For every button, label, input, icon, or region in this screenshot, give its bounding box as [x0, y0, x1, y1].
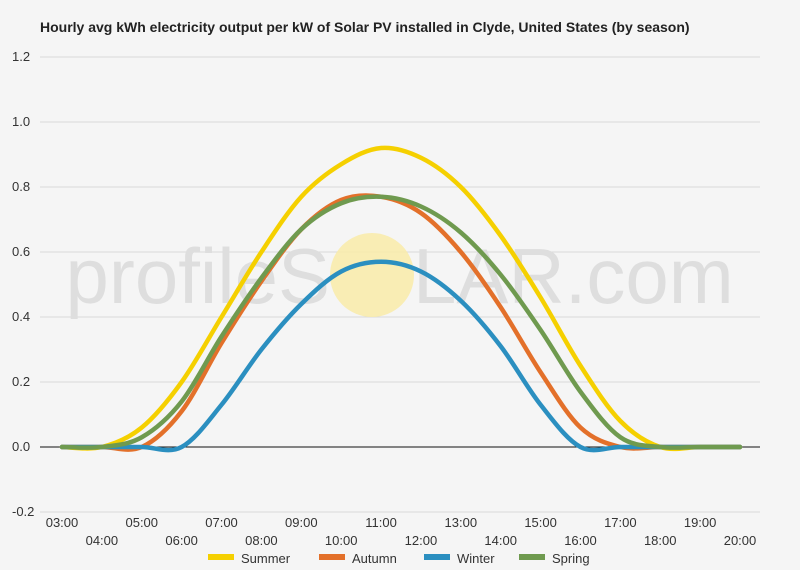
y-tick-label: 1.2: [12, 49, 30, 64]
x-tick-label: 10:00: [325, 533, 358, 548]
y-tick-label: 0.8: [12, 179, 30, 194]
series-line-winter: [59, 259, 743, 453]
y-tick-label: 0.4: [12, 309, 30, 324]
y-tick-label: 1.0: [12, 114, 30, 129]
legend-swatch-winter: [424, 554, 450, 560]
x-tick-label: 03:00: [46, 515, 79, 530]
y-tick-label: 0.6: [12, 244, 30, 259]
legend-label-summer: Summer: [241, 551, 291, 566]
y-tick-label: 0.2: [12, 374, 30, 389]
legend-label-spring: Spring: [552, 551, 590, 566]
x-tick-label: 08:00: [245, 533, 278, 548]
x-tick-label: 04:00: [86, 533, 119, 548]
x-tick-label: 15:00: [524, 515, 557, 530]
legend-label-winter: Winter: [457, 551, 495, 566]
series-line-spring: [59, 194, 743, 450]
legend-swatch-spring: [519, 554, 545, 560]
y-tick-label: -0.2: [12, 504, 34, 519]
legend-swatch-autumn: [319, 554, 345, 560]
chart-title: Hourly avg kWh electricity output per kW…: [40, 19, 690, 35]
x-tick-label: 06:00: [165, 533, 198, 548]
x-tick-label: 18:00: [644, 533, 677, 548]
x-tick-label: 13:00: [445, 515, 478, 530]
x-tick-label: 14:00: [484, 533, 517, 548]
watermark-right: LAR.com: [413, 232, 734, 320]
x-tick-label: 09:00: [285, 515, 318, 530]
y-tick-label: 0.0: [12, 439, 30, 454]
x-tick-label: 19:00: [684, 515, 717, 530]
legend-swatch-summer: [208, 554, 234, 560]
x-tick-label: 12:00: [405, 533, 438, 548]
x-tick-label: 11:00: [365, 515, 397, 530]
series-line-summer: [59, 145, 743, 452]
x-tick-label: 05:00: [125, 515, 158, 530]
x-tick-label: 16:00: [564, 533, 597, 548]
x-tick-label: 07:00: [205, 515, 238, 530]
watermark-sun: [330, 233, 414, 317]
x-tick-label: 17:00: [604, 515, 637, 530]
x-tick-label: 20:00: [724, 533, 757, 548]
legend-label-autumn: Autumn: [352, 551, 397, 566]
